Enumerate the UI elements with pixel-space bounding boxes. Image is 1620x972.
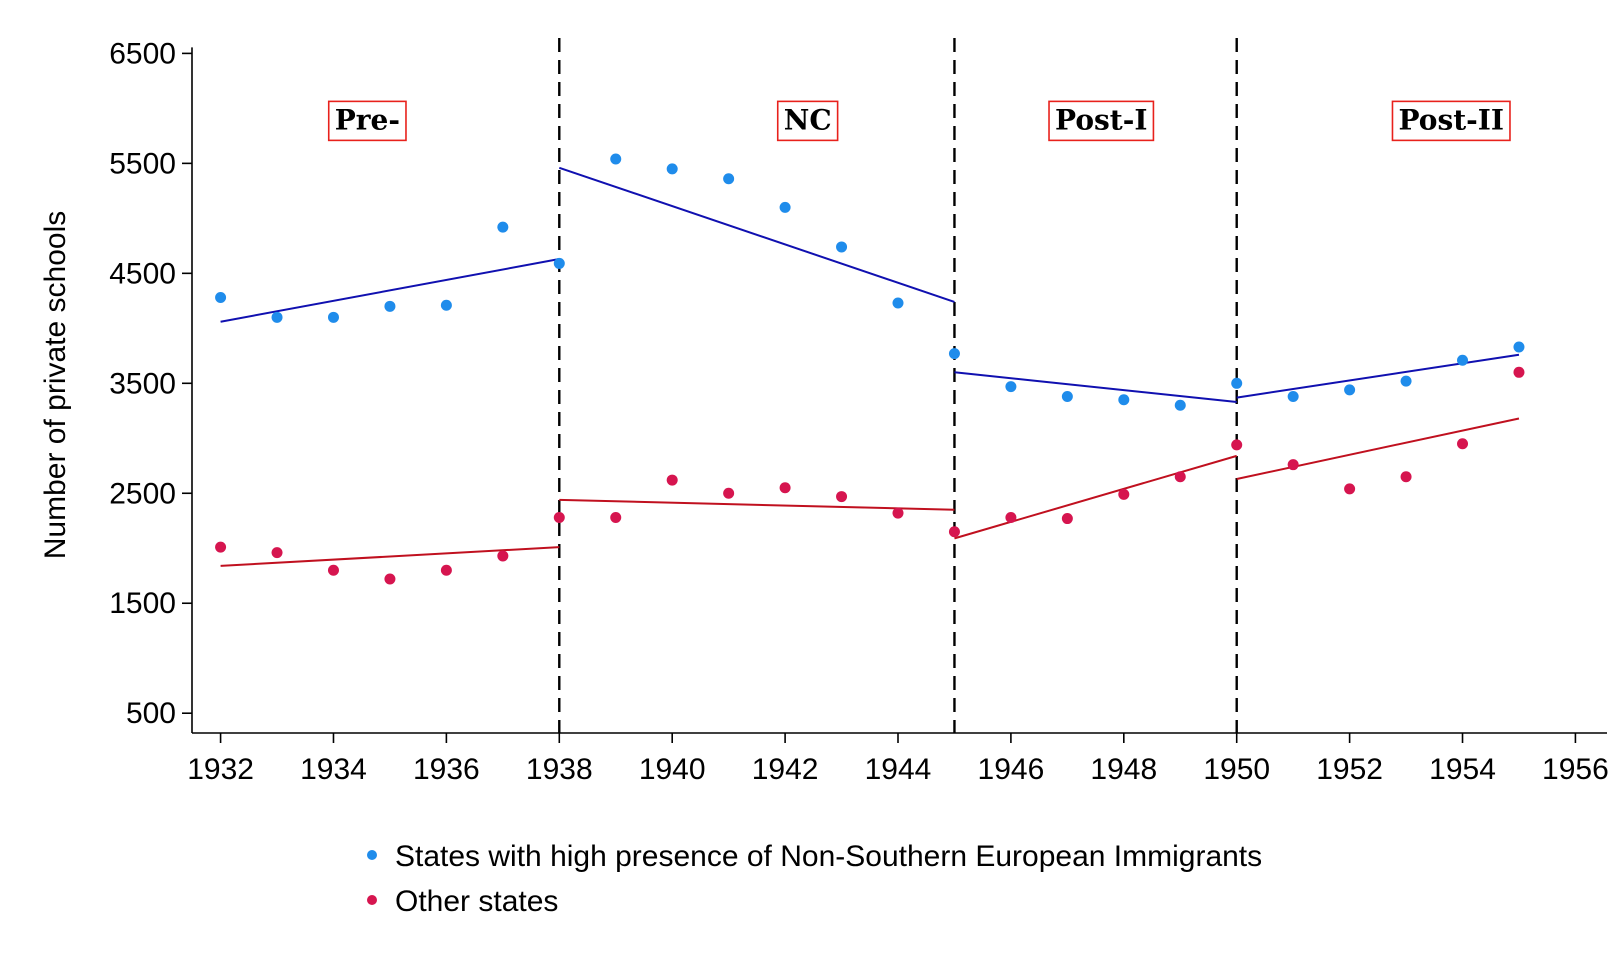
- data-point-series-0: [948, 348, 960, 360]
- data-point-series-1: [610, 511, 622, 523]
- data-point-series-1: [892, 507, 904, 519]
- period-box: [776, 100, 839, 142]
- fit-line-series-0: [220, 258, 560, 323]
- legend-label: Other states: [395, 885, 558, 918]
- data-point-series-1: [440, 564, 452, 576]
- data-point-series-1: [271, 547, 283, 559]
- data-point-series-0: [1457, 354, 1469, 366]
- legend-marker: [367, 850, 377, 860]
- period-label: Post-I: [1055, 103, 1147, 136]
- fit-line-series-1: [559, 498, 955, 511]
- period-label: Post-II: [1398, 103, 1504, 136]
- data-point-series-1: [1457, 438, 1469, 450]
- data-point-series-0: [1005, 381, 1017, 393]
- y-axis-title: Number of private schools: [39, 211, 72, 560]
- data-point-series-1: [384, 573, 396, 585]
- data-point-series-0: [384, 300, 396, 312]
- data-point-series-0: [1231, 377, 1243, 389]
- legend-marker: [367, 895, 377, 905]
- y-tick-label: 6500: [109, 37, 176, 70]
- fit-line-series-0: [954, 371, 1237, 403]
- x-tick-label: 1934: [300, 753, 367, 786]
- y-tick-label: 4500: [109, 257, 176, 290]
- legend-label: States with high presence of Non-Souther…: [395, 840, 1262, 873]
- period-label: Pre-: [335, 103, 400, 136]
- x-tick-label: 1956: [1542, 753, 1609, 786]
- x-tick-label: 1932: [187, 753, 254, 786]
- period-labels: Pre- NC Post-I Post-II: [327, 100, 1511, 142]
- x-tick-label: 1940: [639, 753, 706, 786]
- data-point-series-1: [723, 487, 735, 499]
- data-point-series-0: [1400, 375, 1412, 387]
- data-point-series-0: [836, 241, 848, 253]
- fit-lines: [220, 166, 1520, 567]
- data-point-series-1: [1231, 439, 1243, 451]
- data-point-series-1: [1400, 471, 1412, 483]
- data-point-series-0: [1513, 341, 1525, 353]
- data-point-series-1: [948, 526, 960, 538]
- data-point-series-0: [892, 297, 904, 309]
- data-point-series-0: [440, 299, 452, 311]
- data-point-series-0: [327, 311, 339, 323]
- period-box: [327, 100, 407, 142]
- period-box: [1048, 100, 1155, 142]
- x-tick-label: 1938: [526, 753, 593, 786]
- data-point-series-1: [666, 474, 678, 486]
- x-tick-label: 1954: [1429, 753, 1496, 786]
- data-point-series-1: [779, 482, 791, 494]
- data-point-series-1: [1061, 513, 1073, 525]
- data-point-series-1: [1005, 511, 1017, 523]
- y-tick-label: 1500: [109, 587, 176, 620]
- y-tick-label: 3500: [109, 367, 176, 400]
- x-tick-label: 1948: [1090, 753, 1157, 786]
- data-point-series-0: [1118, 394, 1130, 406]
- data-point-series-1: [553, 511, 565, 523]
- data-point-series-0: [723, 173, 735, 185]
- data-point-series-0: [553, 257, 565, 269]
- data-point-series-0: [1287, 390, 1299, 402]
- cutoff-lines: [558, 38, 1238, 733]
- period-label: NC: [784, 103, 832, 136]
- y-tick-label: 500: [126, 697, 176, 730]
- fit-line-series-1: [1236, 417, 1520, 480]
- x-tick-label: 1936: [413, 753, 480, 786]
- x-tick-label: 1942: [752, 753, 819, 786]
- data-point-series-0: [1174, 399, 1186, 411]
- data-point-series-1: [1174, 471, 1186, 483]
- period-box: [1391, 100, 1511, 142]
- y-tick-label: 2500: [109, 477, 176, 510]
- y-tick-label: 5500: [109, 147, 176, 180]
- data-point-series-1: [1287, 459, 1299, 471]
- data-point-series-0: [1344, 384, 1356, 396]
- legend: States with high presence of Non-Souther…: [367, 840, 1262, 918]
- data-point-series-0: [271, 311, 283, 323]
- fit-line-series-1: [954, 454, 1237, 540]
- x-tick-label: 1952: [1316, 753, 1383, 786]
- x-tick-label: 1946: [978, 753, 1045, 786]
- data-point-series-0: [497, 221, 509, 233]
- x-tick-label: 1944: [865, 753, 932, 786]
- data-point-series-1: [1344, 483, 1356, 495]
- data-point-series-1: [1118, 488, 1130, 500]
- data-point-series-1: [215, 541, 227, 553]
- data-points: [215, 153, 1525, 585]
- axes: 500 1500 2500 3500 4500 5500 6500 1932 1934 1936 1…: [109, 37, 1609, 786]
- x-tick-label: 1950: [1203, 753, 1270, 786]
- data-point-series-1: [1513, 366, 1525, 378]
- data-point-series-0: [666, 163, 678, 175]
- data-point-series-1: [497, 550, 509, 562]
- data-point-series-1: [327, 564, 339, 576]
- fit-line-series-0: [1236, 353, 1520, 399]
- data-point-series-0: [610, 153, 622, 165]
- fit-line-series-0: [558, 166, 955, 303]
- data-point-series-0: [215, 292, 227, 304]
- fit-line-series-1: [220, 546, 560, 567]
- data-point-series-0: [1061, 390, 1073, 402]
- data-point-series-0: [779, 201, 791, 213]
- data-point-series-1: [836, 491, 848, 503]
